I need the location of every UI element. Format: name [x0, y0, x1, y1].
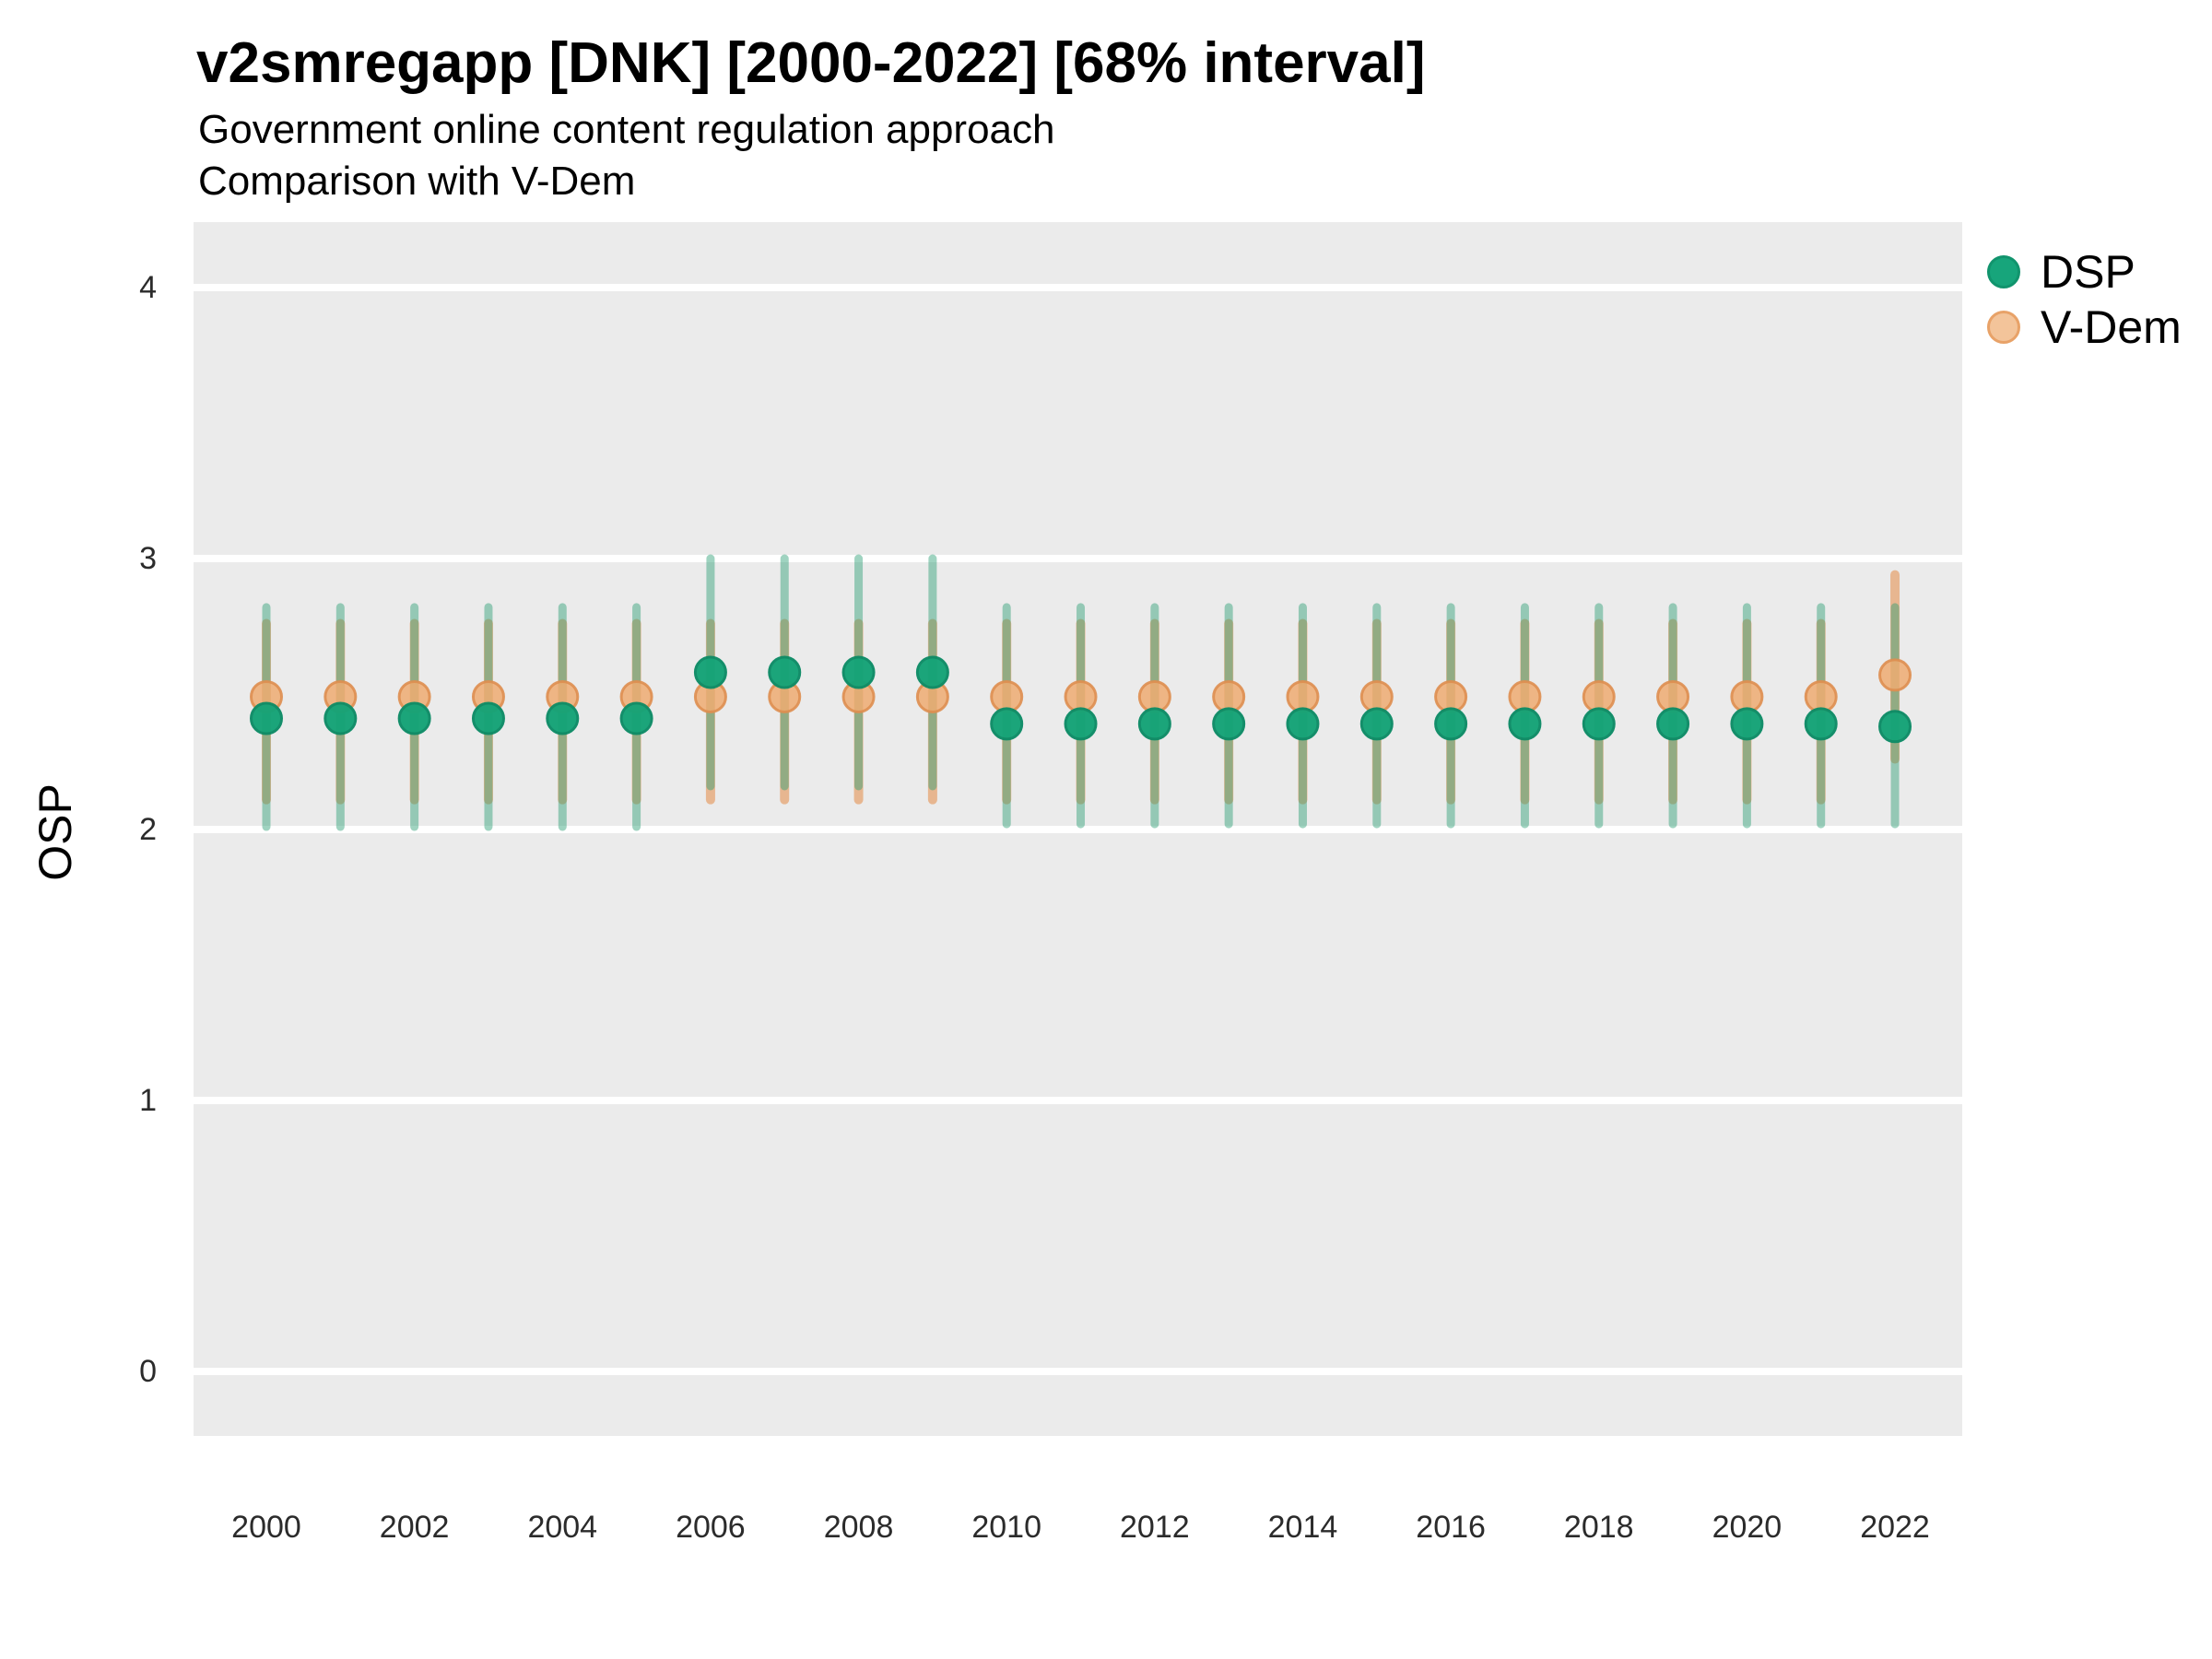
x-tick-label-2008: 2008	[823, 1510, 894, 1545]
dsp-point	[915, 655, 949, 689]
dsp-point	[768, 655, 802, 689]
dsp-point	[1359, 707, 1394, 741]
y-tick-label-3: 3	[139, 541, 157, 576]
dsp-point	[841, 655, 876, 689]
x-tick-label-2012: 2012	[1120, 1510, 1190, 1545]
gridline-y-2	[194, 826, 1962, 833]
y-tick-label-1: 1	[139, 1083, 157, 1118]
gridline-y-4	[194, 284, 1962, 291]
legend-label-vdem: V-Dem	[2041, 301, 2182, 353]
x-tick-label-2006: 2006	[676, 1510, 746, 1545]
dsp-point	[1582, 707, 1616, 741]
dsp-point	[1434, 707, 1468, 741]
y-tick-label-4: 4	[139, 270, 157, 305]
dsp-point	[693, 655, 727, 689]
dsp-point	[1137, 707, 1171, 741]
gridline-y-1	[194, 1097, 1962, 1104]
y-tick-label-2: 2	[139, 812, 157, 847]
legend: DSP V-Dem	[1987, 246, 2182, 359]
y-tick-label-0: 0	[139, 1354, 157, 1389]
dsp-point	[1508, 707, 1542, 741]
dsp-point	[1804, 707, 1838, 741]
page-subtitle-line1: Government online content regulation app…	[198, 107, 1055, 152]
dsp-point	[1286, 707, 1320, 741]
gridline-y-0	[194, 1368, 1962, 1375]
vdem-legend-dot-icon	[1987, 311, 2020, 344]
dsp-point	[546, 701, 580, 735]
legend-label-dsp: DSP	[2041, 246, 2136, 298]
x-tick-label-2018: 2018	[1563, 1510, 1634, 1545]
dsp-point	[324, 701, 358, 735]
dsp-point	[397, 701, 431, 735]
vdem-point	[1878, 658, 1912, 692]
page-title: v2smregapp [DNK] [2000-2022] [68% interv…	[196, 31, 1426, 95]
dsp-point	[471, 701, 505, 735]
x-tick-label-2020: 2020	[1712, 1510, 1783, 1545]
dsp-point	[1656, 707, 1690, 741]
dsp-point	[1730, 707, 1764, 741]
page-subtitle-line2: Comparison with V-Dem	[198, 159, 636, 204]
dsp-point	[250, 701, 283, 735]
plot-panel	[194, 222, 1962, 1436]
dsp-legend-dot-icon	[1987, 255, 2020, 288]
x-tick-label-2004: 2004	[527, 1510, 598, 1545]
legend-item-vdem: V-Dem	[1987, 301, 2182, 353]
x-tick-label-2002: 2002	[379, 1510, 450, 1545]
x-tick-label-2014: 2014	[1267, 1510, 1338, 1545]
x-tick-label-2010: 2010	[971, 1510, 1041, 1545]
gridline-y-3	[194, 555, 1962, 562]
dsp-point	[1878, 710, 1912, 744]
legend-item-dsp: DSP	[1987, 246, 2182, 298]
dsp-point	[619, 701, 653, 735]
x-tick-label-2000: 2000	[231, 1510, 301, 1545]
dsp-point	[1064, 707, 1098, 741]
x-tick-label-2022: 2022	[1860, 1510, 1930, 1545]
plot-svg	[250, 554, 1912, 831]
dsp-point	[990, 707, 1024, 741]
dsp-point	[1212, 707, 1246, 741]
x-tick-label-2016: 2016	[1416, 1510, 1486, 1545]
